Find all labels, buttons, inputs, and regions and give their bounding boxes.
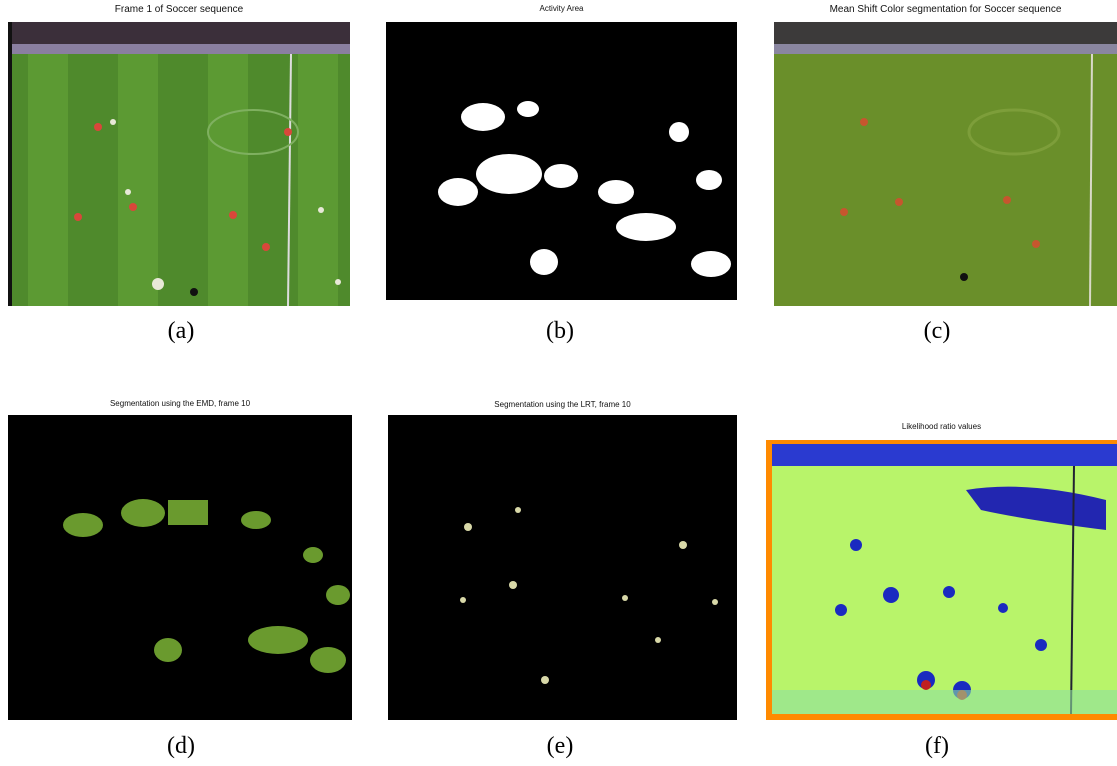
figure: Frame 1 of Soccer sequence Activity Area…	[0, 0, 1117, 766]
panel-title: Segmentation using the EMD, frame 10	[8, 399, 352, 408]
panel-caption: (d)	[141, 733, 221, 760]
panel-title: Likelihood ratio values	[766, 422, 1117, 431]
panel-caption: (b)	[520, 318, 600, 345]
lrt-segmentation	[388, 415, 737, 720]
panel-caption: (f)	[897, 733, 977, 760]
panel-caption: (c)	[897, 318, 977, 345]
activity-map	[386, 22, 737, 300]
panel-title: Frame 1 of Soccer sequence	[8, 4, 350, 15]
likelihood-ratio-map	[766, 440, 1117, 720]
emd-segmentation	[8, 415, 352, 720]
panel-caption: (a)	[141, 318, 221, 345]
panel-title: Segmentation using the LRT, frame 10	[388, 400, 737, 409]
panel-title: Activity Area	[386, 4, 737, 13]
mean-shift-segmentation	[774, 22, 1117, 306]
soccer-frame	[8, 22, 350, 306]
panel-caption: (e)	[520, 733, 600, 760]
panel-title: Mean Shift Color segmentation for Soccer…	[774, 4, 1117, 15]
